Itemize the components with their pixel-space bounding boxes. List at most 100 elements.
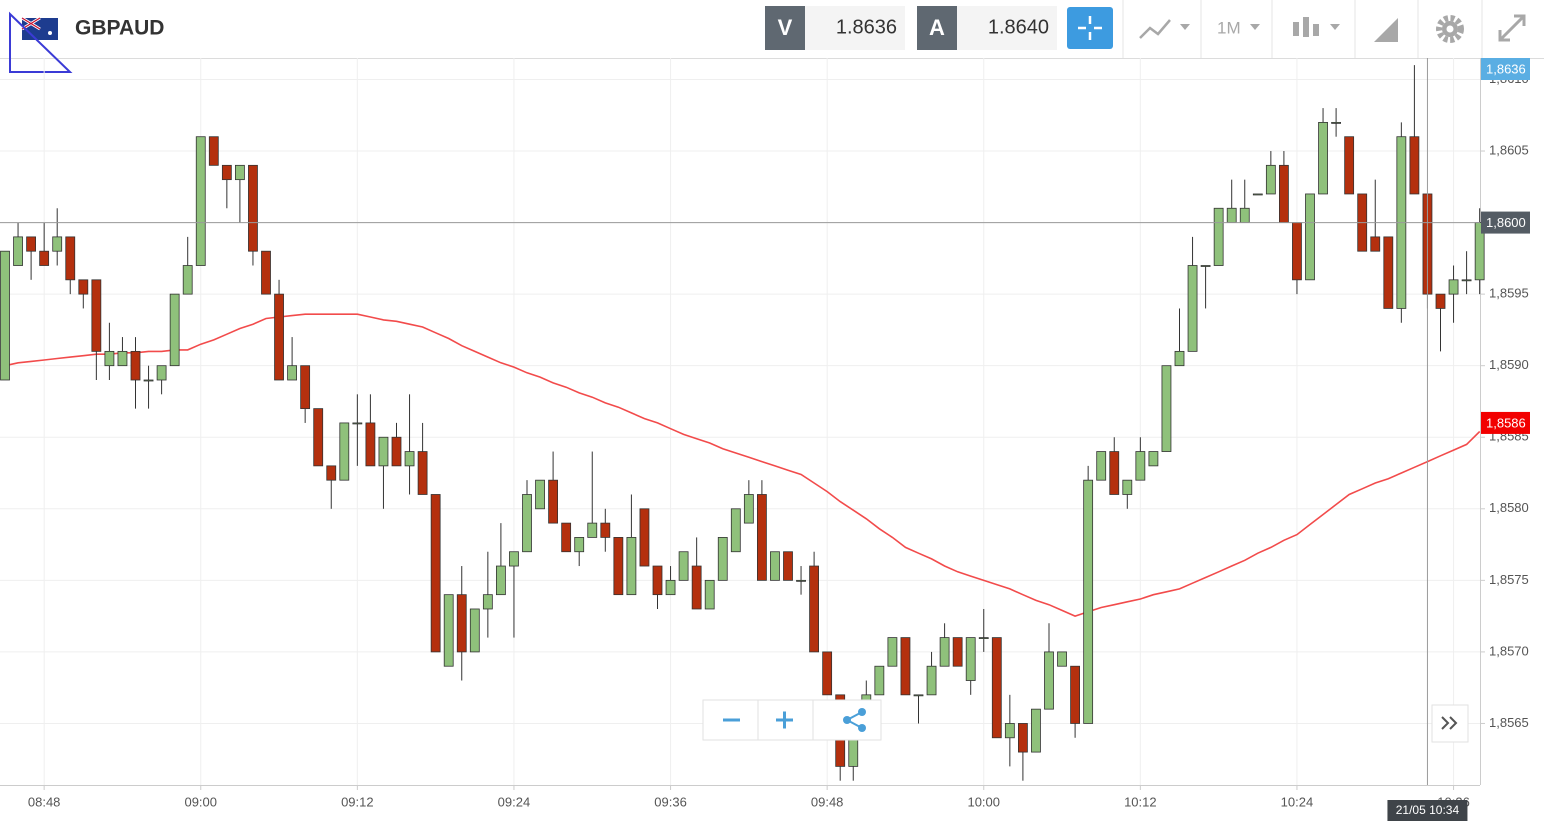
x-tick-label: 10:24 — [1281, 794, 1314, 809]
timeframe-button[interactable]: 1M — [1217, 18, 1260, 37]
zoom-controls — [702, 699, 882, 741]
candle-body — [1083, 479, 1094, 724]
candle-body — [287, 365, 298, 381]
ma-price-tag-bg — [1481, 411, 1530, 434]
buy-button[interactable]: A 1.8640 — [917, 6, 1057, 50]
sell-button[interactable]: V 1.8636 — [765, 6, 905, 50]
candle-body — [1213, 207, 1224, 266]
share-button[interactable] — [843, 708, 866, 732]
candle-body — [913, 694, 924, 697]
candle-body — [1448, 279, 1459, 295]
candle-body — [1383, 236, 1394, 309]
candle-body — [234, 164, 245, 181]
last-price-tag: 1,8636 — [1486, 61, 1526, 76]
candle-body — [613, 537, 624, 596]
candle-body — [495, 565, 506, 596]
candle-body — [91, 279, 102, 352]
crosshair-time-bg — [1387, 800, 1468, 821]
fullscreen-button[interactable] — [1498, 14, 1526, 42]
ma-price-tag: 1,8586 — [1486, 415, 1526, 430]
candle-body — [965, 637, 976, 681]
candle-body — [208, 136, 219, 166]
flag-icon — [21, 16, 58, 40]
candle-body — [535, 479, 545, 510]
scroll-latest-button[interactable] — [1431, 704, 1469, 743]
y-tick-label: 1,8590 — [1489, 357, 1529, 372]
dropdown-arrow — [1250, 24, 1260, 30]
candle-body — [1331, 121, 1341, 124]
candle-body — [1187, 265, 1198, 352]
candle-body — [587, 522, 598, 538]
candle-body — [900, 637, 911, 696]
plus-icon — [776, 711, 793, 729]
zoom-in-button[interactable] — [776, 711, 793, 729]
candle-body — [652, 565, 663, 596]
candle-body — [182, 265, 193, 295]
candle-body — [65, 236, 76, 281]
buy-label-bg — [917, 6, 957, 50]
candle-body — [1461, 279, 1472, 282]
candle-body — [1070, 665, 1080, 724]
candle-body — [1161, 365, 1172, 452]
expand-icon — [1498, 14, 1526, 42]
candle-body — [691, 565, 702, 610]
candle-body — [378, 436, 389, 467]
candle-body — [1265, 164, 1276, 195]
candle-body — [391, 436, 402, 467]
sell-label: V — [778, 15, 793, 40]
candle-body — [0, 250, 10, 381]
x-tick-label: 09:24 — [498, 794, 531, 809]
candle-body — [1318, 121, 1328, 195]
x-tick-label: 10:12 — [1124, 794, 1157, 809]
draw-button[interactable] — [1374, 18, 1398, 42]
candle-body — [104, 350, 115, 367]
candle-body — [574, 537, 585, 553]
crosshair-icon — [1078, 16, 1102, 40]
x-tick-label: 09:12 — [341, 794, 374, 809]
candle-icon — [1293, 22, 1299, 36]
candle-body — [313, 408, 324, 467]
candle-body — [952, 637, 963, 667]
sell-label-bg — [765, 6, 805, 50]
crosshair-button[interactable] — [1067, 7, 1113, 49]
sell-price: 1.8636 — [836, 16, 897, 38]
candle-body — [1057, 651, 1067, 667]
sell-price-bg — [805, 6, 905, 50]
candle-body — [1200, 265, 1211, 267]
candle-body — [156, 365, 167, 381]
candle-icon — [1303, 17, 1309, 37]
candle-body — [522, 494, 532, 553]
candle-body — [978, 637, 989, 639]
candle-body — [1018, 723, 1028, 753]
crosshair-price-tag: 1,8600 — [1486, 215, 1526, 230]
last-price-tag-bg — [1481, 58, 1530, 80]
candle-body — [1292, 222, 1302, 281]
candle-body — [1435, 293, 1446, 309]
candle-body — [169, 293, 180, 367]
candle-body — [1252, 193, 1263, 196]
candle-body — [39, 250, 50, 266]
candle-body — [887, 637, 898, 667]
candle-body — [770, 551, 780, 581]
candle-body — [626, 537, 637, 596]
chart-type-button[interactable] — [1139, 19, 1190, 39]
buy-label: A — [929, 15, 945, 40]
candle-body — [221, 164, 232, 181]
candle-body — [1109, 451, 1120, 495]
candle-body — [1148, 451, 1159, 467]
symbol: GBPAUD — [75, 17, 164, 40]
candle-body — [809, 565, 819, 653]
candle-body — [1305, 193, 1315, 281]
candle-body — [143, 379, 154, 382]
candle-body — [743, 494, 754, 524]
candle-body — [600, 522, 611, 538]
candle-body — [1135, 451, 1146, 481]
candle-body — [822, 651, 833, 696]
candle-style-button[interactable] — [1293, 17, 1340, 37]
candle-body — [991, 637, 1002, 739]
candle-body — [665, 579, 676, 596]
candle-body — [730, 508, 741, 553]
settings-button[interactable] — [1436, 15, 1464, 43]
